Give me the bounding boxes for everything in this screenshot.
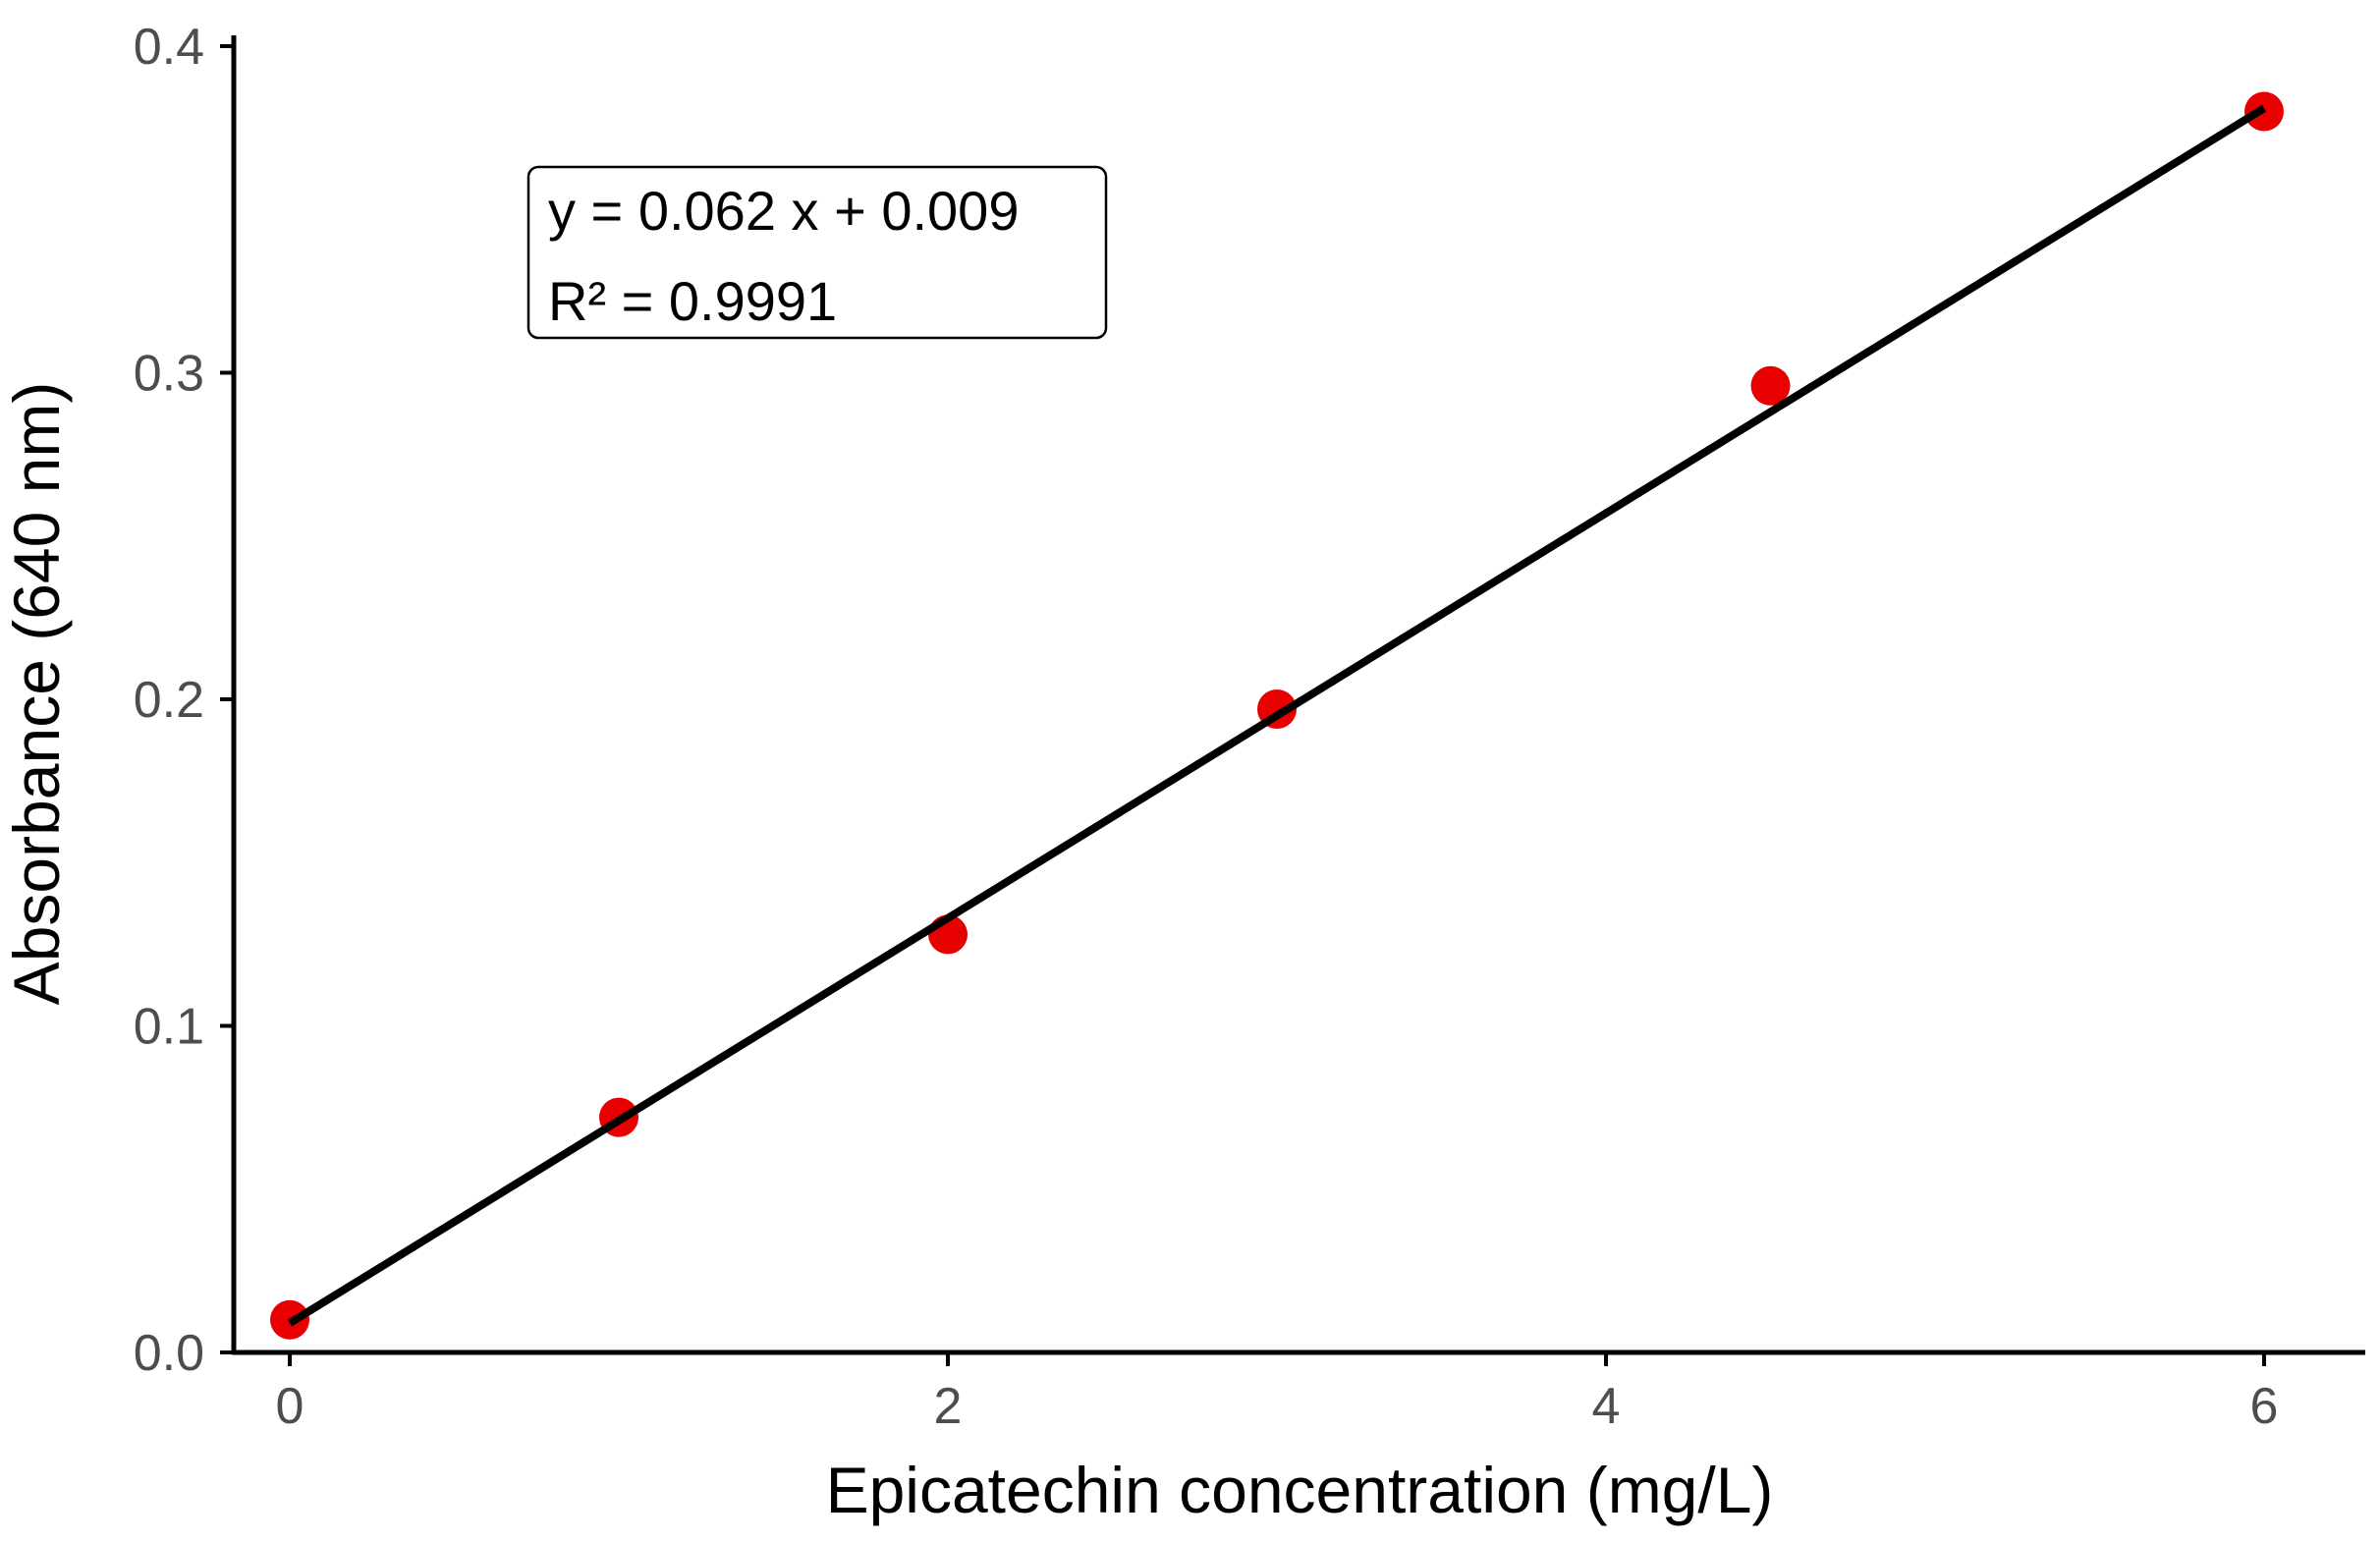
y-tick-label: 0.1 xyxy=(134,999,204,1056)
equation-box-border xyxy=(526,165,1108,340)
regression-equation: y = 0.062 x + 0.009 xyxy=(548,180,1019,242)
axes xyxy=(231,35,2365,1355)
y-axis-title: Absorbance (640 nm) xyxy=(0,382,73,1006)
x-tick-label: 6 xyxy=(2250,1378,2279,1435)
y-tick-label: 0.0 xyxy=(134,1325,204,1382)
x-tick-label: 4 xyxy=(1592,1378,1621,1435)
equation-box: y = 0.062 x + 0.009 R² = 0.9991 xyxy=(526,165,1108,340)
y-tick-label: 0.2 xyxy=(134,672,204,729)
y-tick-label: 0.4 xyxy=(134,19,204,76)
r-squared-label: R² = 0.9991 xyxy=(548,270,837,332)
x-tick-label: 0 xyxy=(276,1378,304,1435)
fit-line xyxy=(287,104,2267,1327)
ticks: 0 2 4 6 0.0 0.1 0.2 0.3 0.4 xyxy=(134,19,2279,1435)
y-tick-label: 0.3 xyxy=(134,346,204,403)
data-point xyxy=(1750,365,1791,406)
x-tick-label: 2 xyxy=(934,1378,963,1435)
x-axis-title: Epicatechin concentration (mg/L) xyxy=(826,1454,1774,1526)
plot-area xyxy=(270,91,2284,1340)
